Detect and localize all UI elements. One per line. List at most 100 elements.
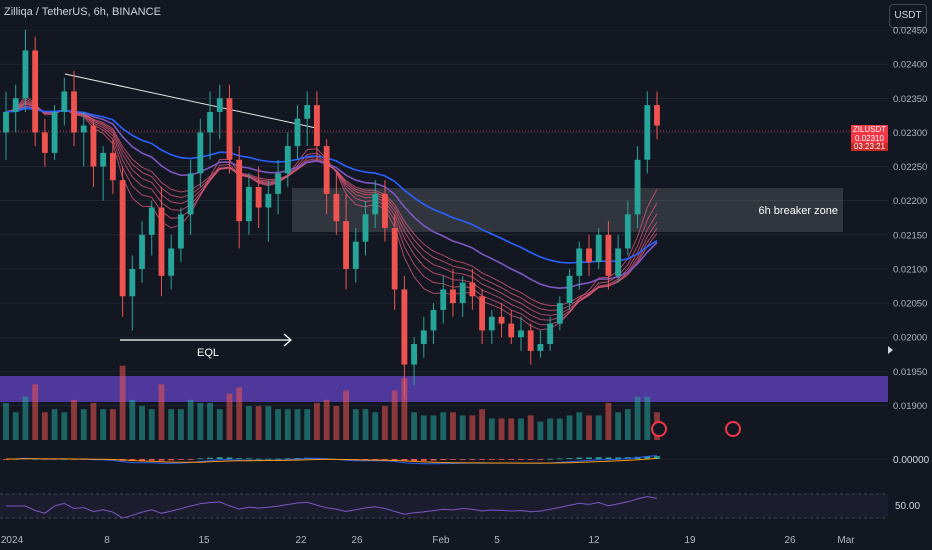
candle-body: [352, 241, 359, 269]
time-tick-label: Mar: [837, 535, 855, 546]
candle-body: [333, 193, 340, 222]
event-icons: [651, 421, 741, 437]
candle-body: [547, 323, 554, 345]
rsi-pane: [0, 493, 888, 519]
candle-body: [226, 98, 233, 160]
candle-body: [51, 111, 58, 153]
price-tick-label: 0.02300: [893, 128, 927, 139]
macd-histogram-bar: [148, 459, 155, 461]
candle-body: [61, 91, 68, 112]
volume-bar: [22, 396, 29, 440]
candle-body: [498, 316, 505, 324]
price-tag-countdown: 03:23:21: [851, 143, 888, 151]
volume-bar: [226, 393, 233, 440]
candle-body: [411, 344, 418, 365]
eql-label: EQL: [197, 347, 219, 359]
volume-bar: [216, 409, 223, 440]
candle-body: [450, 289, 456, 304]
candle-body: [586, 248, 592, 263]
candle-body: [216, 98, 223, 112]
volume-bar: [245, 406, 252, 440]
volume-bar: [430, 415, 437, 440]
candle-body: [168, 248, 175, 276]
macd-histogram-bar: [430, 459, 437, 461]
time-tick-label: 26: [351, 535, 363, 546]
macd-histogram-bar: [372, 459, 379, 460]
volume-bar: [411, 412, 418, 440]
volume-bar: [129, 399, 136, 440]
volume-bar: [139, 406, 145, 440]
volume-bar: [556, 418, 563, 440]
macd-histogram-bar: [177, 459, 184, 460]
volume-bar: [32, 384, 39, 440]
scroll-marker-icon: [888, 346, 893, 354]
breaker-zone-label: 6h breaker zone: [759, 205, 839, 217]
volume-bar: [3, 402, 9, 440]
macd-histogram-bar: [518, 459, 524, 460]
candle-body: [148, 207, 155, 235]
volume-bar: [323, 399, 330, 440]
macd-histogram-bar: [595, 457, 602, 459]
candle-body: [177, 214, 184, 249]
ema-ribbon-line: [5, 103, 658, 307]
macd-histogram-bar: [207, 457, 213, 459]
time-tick-label: 22: [295, 535, 307, 546]
price-tick-label: 0.02250: [893, 162, 927, 173]
candle-body: [90, 125, 97, 167]
candle-body: [430, 309, 437, 331]
volume-bar: [265, 406, 272, 440]
macd-histogram-bar: [527, 459, 534, 460]
macd-histogram-bar: [576, 457, 583, 459]
trendline: [64, 73, 317, 129]
event-icon: [651, 421, 667, 437]
candle-body: [109, 152, 116, 181]
volume-bar: [547, 418, 554, 440]
volume-bar: [236, 387, 243, 440]
candle-body: [265, 193, 272, 208]
macd-histogram-bar: [508, 459, 515, 460]
chart-grid: [0, 29, 888, 406]
volume-bar: [41, 412, 48, 440]
volume-bar: [71, 399, 77, 440]
volume-bar: [148, 409, 155, 440]
time-tick-label: 2024: [1, 535, 24, 546]
volume-bar: [440, 412, 447, 440]
volume-bar: [187, 399, 194, 440]
volume-bars: [3, 365, 660, 440]
event-icon: [725, 421, 741, 437]
time-tick-label: 19: [684, 535, 696, 546]
time-tick-label: 12: [588, 535, 600, 546]
candle-body: [158, 207, 165, 276]
volume-bar: [566, 415, 573, 440]
candle-body: [479, 296, 486, 331]
candle-body: [527, 330, 534, 351]
macd-histogram-bar: [275, 458, 281, 460]
ema-purple-line: [5, 105, 658, 290]
macd-histogram-bar: [236, 458, 243, 459]
price-tick-label: 0.02050: [893, 299, 927, 310]
macd-histogram-bar: [255, 458, 262, 460]
volume-bar: [343, 390, 349, 440]
candle-body: [615, 248, 622, 276]
macd-histogram-bar: [420, 459, 427, 461]
volume-bar: [51, 409, 58, 440]
time-axis: 2024 8 15 22 26 Feb 5 12 19 26 Mar: [1, 535, 855, 546]
price-tick-label: 0.02200: [893, 196, 927, 207]
price-tick-label: 0.02000: [893, 333, 927, 344]
candle-body: [71, 91, 77, 133]
macd-histogram-bar: [644, 456, 651, 459]
volume-bar: [90, 402, 97, 440]
candle-body: [488, 316, 495, 331]
macd-histogram-bar: [498, 459, 505, 460]
volume-bar: [362, 409, 369, 440]
candle-body: [644, 105, 651, 160]
candle-body: [255, 187, 262, 208]
candle-body: [80, 125, 87, 133]
volume-bar: [177, 409, 184, 440]
candle-body: [654, 105, 660, 126]
currency-button[interactable]: USDT: [889, 4, 927, 28]
price-tick-label: 0.02100: [893, 264, 927, 275]
time-tick-label: 8: [104, 535, 110, 546]
volume-bar: [314, 402, 320, 440]
